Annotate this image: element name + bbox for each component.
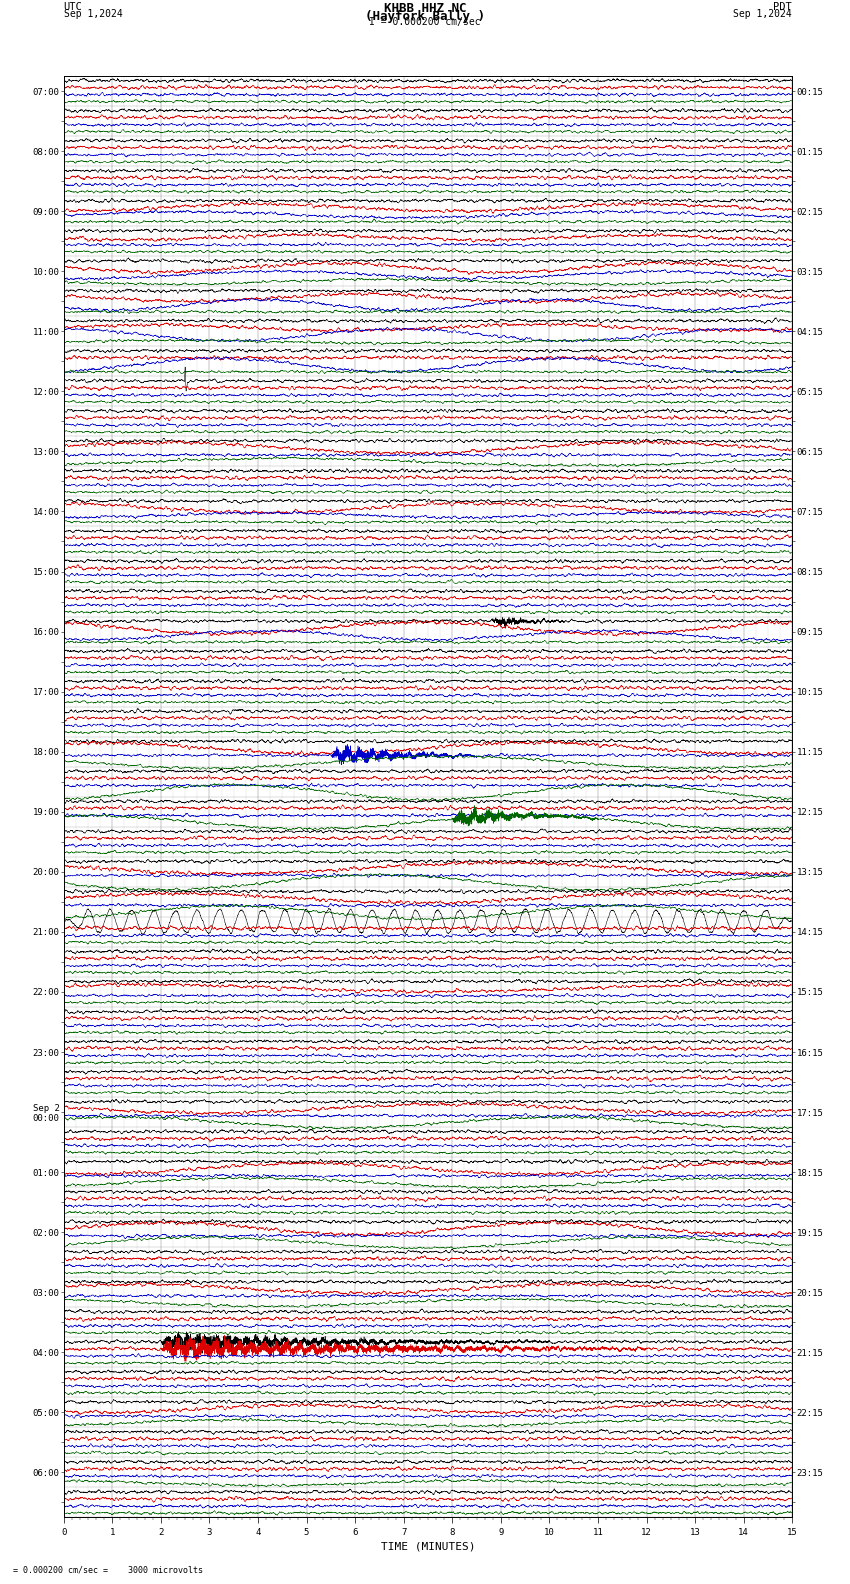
Text: Sep 1,2024: Sep 1,2024 [734,8,792,19]
Text: I = 0.000200 cm/sec: I = 0.000200 cm/sec [369,17,481,27]
Text: Sep 1,2024: Sep 1,2024 [64,8,122,19]
Text: (Hayfork Bally ): (Hayfork Bally ) [365,10,485,22]
X-axis label: TIME (MINUTES): TIME (MINUTES) [381,1541,475,1551]
Text: PDT: PDT [774,2,792,11]
Text: UTC: UTC [64,2,82,11]
Text: KHBB HHZ NC: KHBB HHZ NC [383,2,467,16]
Text: = 0.000200 cm/sec =    3000 microvolts: = 0.000200 cm/sec = 3000 microvolts [13,1565,203,1574]
